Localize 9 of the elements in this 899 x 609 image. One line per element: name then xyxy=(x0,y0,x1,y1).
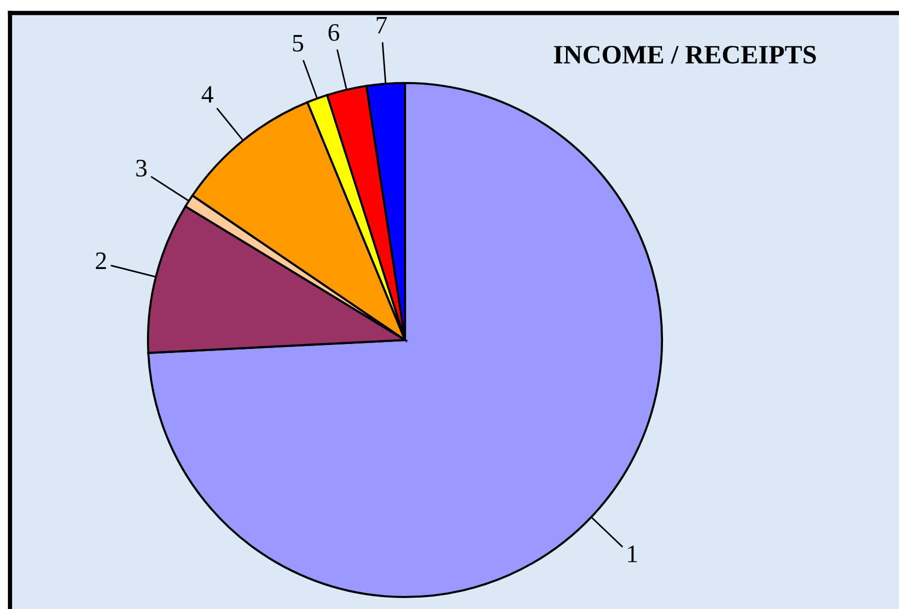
slice-label: 1 xyxy=(628,546,637,562)
slice-label: 5 xyxy=(293,34,304,52)
pie-slice xyxy=(147,82,664,598)
slice-label: 7 xyxy=(376,16,387,34)
slice-label: 2 xyxy=(96,252,106,269)
slice-label: 4 xyxy=(202,86,214,103)
slice-label: 3 xyxy=(136,160,147,177)
text: INCOME / RECEIPTS xyxy=(554,46,816,64)
slice-label: 6 xyxy=(328,24,340,41)
